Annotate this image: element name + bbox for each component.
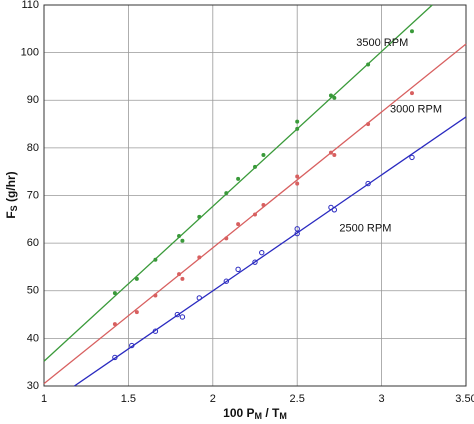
data-point [197, 214, 202, 219]
data-point [409, 91, 414, 96]
data-point [174, 311, 181, 318]
data-point [328, 93, 333, 98]
data-point [134, 276, 139, 281]
series-label: 3000 RPM [390, 104, 442, 116]
data-point [295, 126, 300, 131]
data-point [294, 230, 300, 237]
y-tick-label: 90 [27, 94, 39, 106]
data-point [366, 122, 371, 127]
data-point [332, 153, 337, 158]
y-tick-label: 110 [21, 0, 39, 11]
data-point [253, 164, 257, 169]
x-tick-label: 2 [210, 393, 216, 405]
x-tick-label: 2.5 [290, 393, 305, 405]
data-point [129, 342, 135, 349]
y-tick-label: 100 [21, 47, 39, 59]
data-point [295, 119, 300, 124]
data-point [236, 176, 241, 181]
data-point [409, 29, 414, 34]
x-tick-label: 3 [379, 393, 385, 405]
data-point [332, 95, 337, 100]
data-point [153, 257, 158, 262]
data-point [365, 180, 371, 187]
y-axis-label: FS (g/hr) [4, 171, 19, 218]
y-tick-label: 80 [27, 142, 39, 154]
x-tick-label: 1.5 [121, 393, 136, 405]
data-point [261, 153, 266, 158]
data-point [197, 255, 202, 260]
data-point [177, 233, 182, 238]
data-point [409, 154, 415, 161]
data-point [112, 291, 117, 296]
data-point [153, 293, 158, 298]
data-point [252, 259, 258, 265]
data-point [223, 278, 230, 284]
y-tick-label: 30 [27, 380, 39, 392]
data-point [259, 249, 265, 256]
fit-line [74, 116, 467, 387]
fit-line [43, 4, 433, 362]
y-tick-label: 50 [27, 285, 39, 297]
data-point [295, 174, 300, 179]
data-point [180, 276, 185, 281]
series-label: 3500 RPM [356, 37, 408, 49]
data-point [112, 354, 118, 361]
data-point [179, 314, 186, 320]
data-point [196, 295, 202, 301]
y-tick-label: 40 [27, 332, 39, 344]
data-point [224, 236, 229, 241]
data-point [261, 203, 266, 208]
data-point [152, 328, 159, 334]
data-point [224, 191, 229, 196]
series-label: 2500 RPM [339, 223, 391, 235]
data-point [236, 222, 241, 227]
y-tick-label: 70 [27, 189, 39, 201]
data-point [112, 322, 117, 327]
data-point [366, 62, 371, 67]
plot-frame [43, 4, 467, 387]
data-point [134, 310, 139, 315]
y-tick-label: 60 [27, 237, 39, 249]
data-point [328, 150, 333, 155]
data-point [177, 272, 182, 277]
data-point [180, 238, 185, 243]
x-tick-label: 1 [41, 393, 47, 405]
data-point [235, 266, 241, 273]
data-point [295, 181, 300, 186]
data-point [253, 212, 257, 217]
data-point [331, 207, 338, 213]
x-axis-label: 100 PM / TM [223, 406, 287, 421]
x-tick-label: 3.50 [455, 393, 474, 405]
